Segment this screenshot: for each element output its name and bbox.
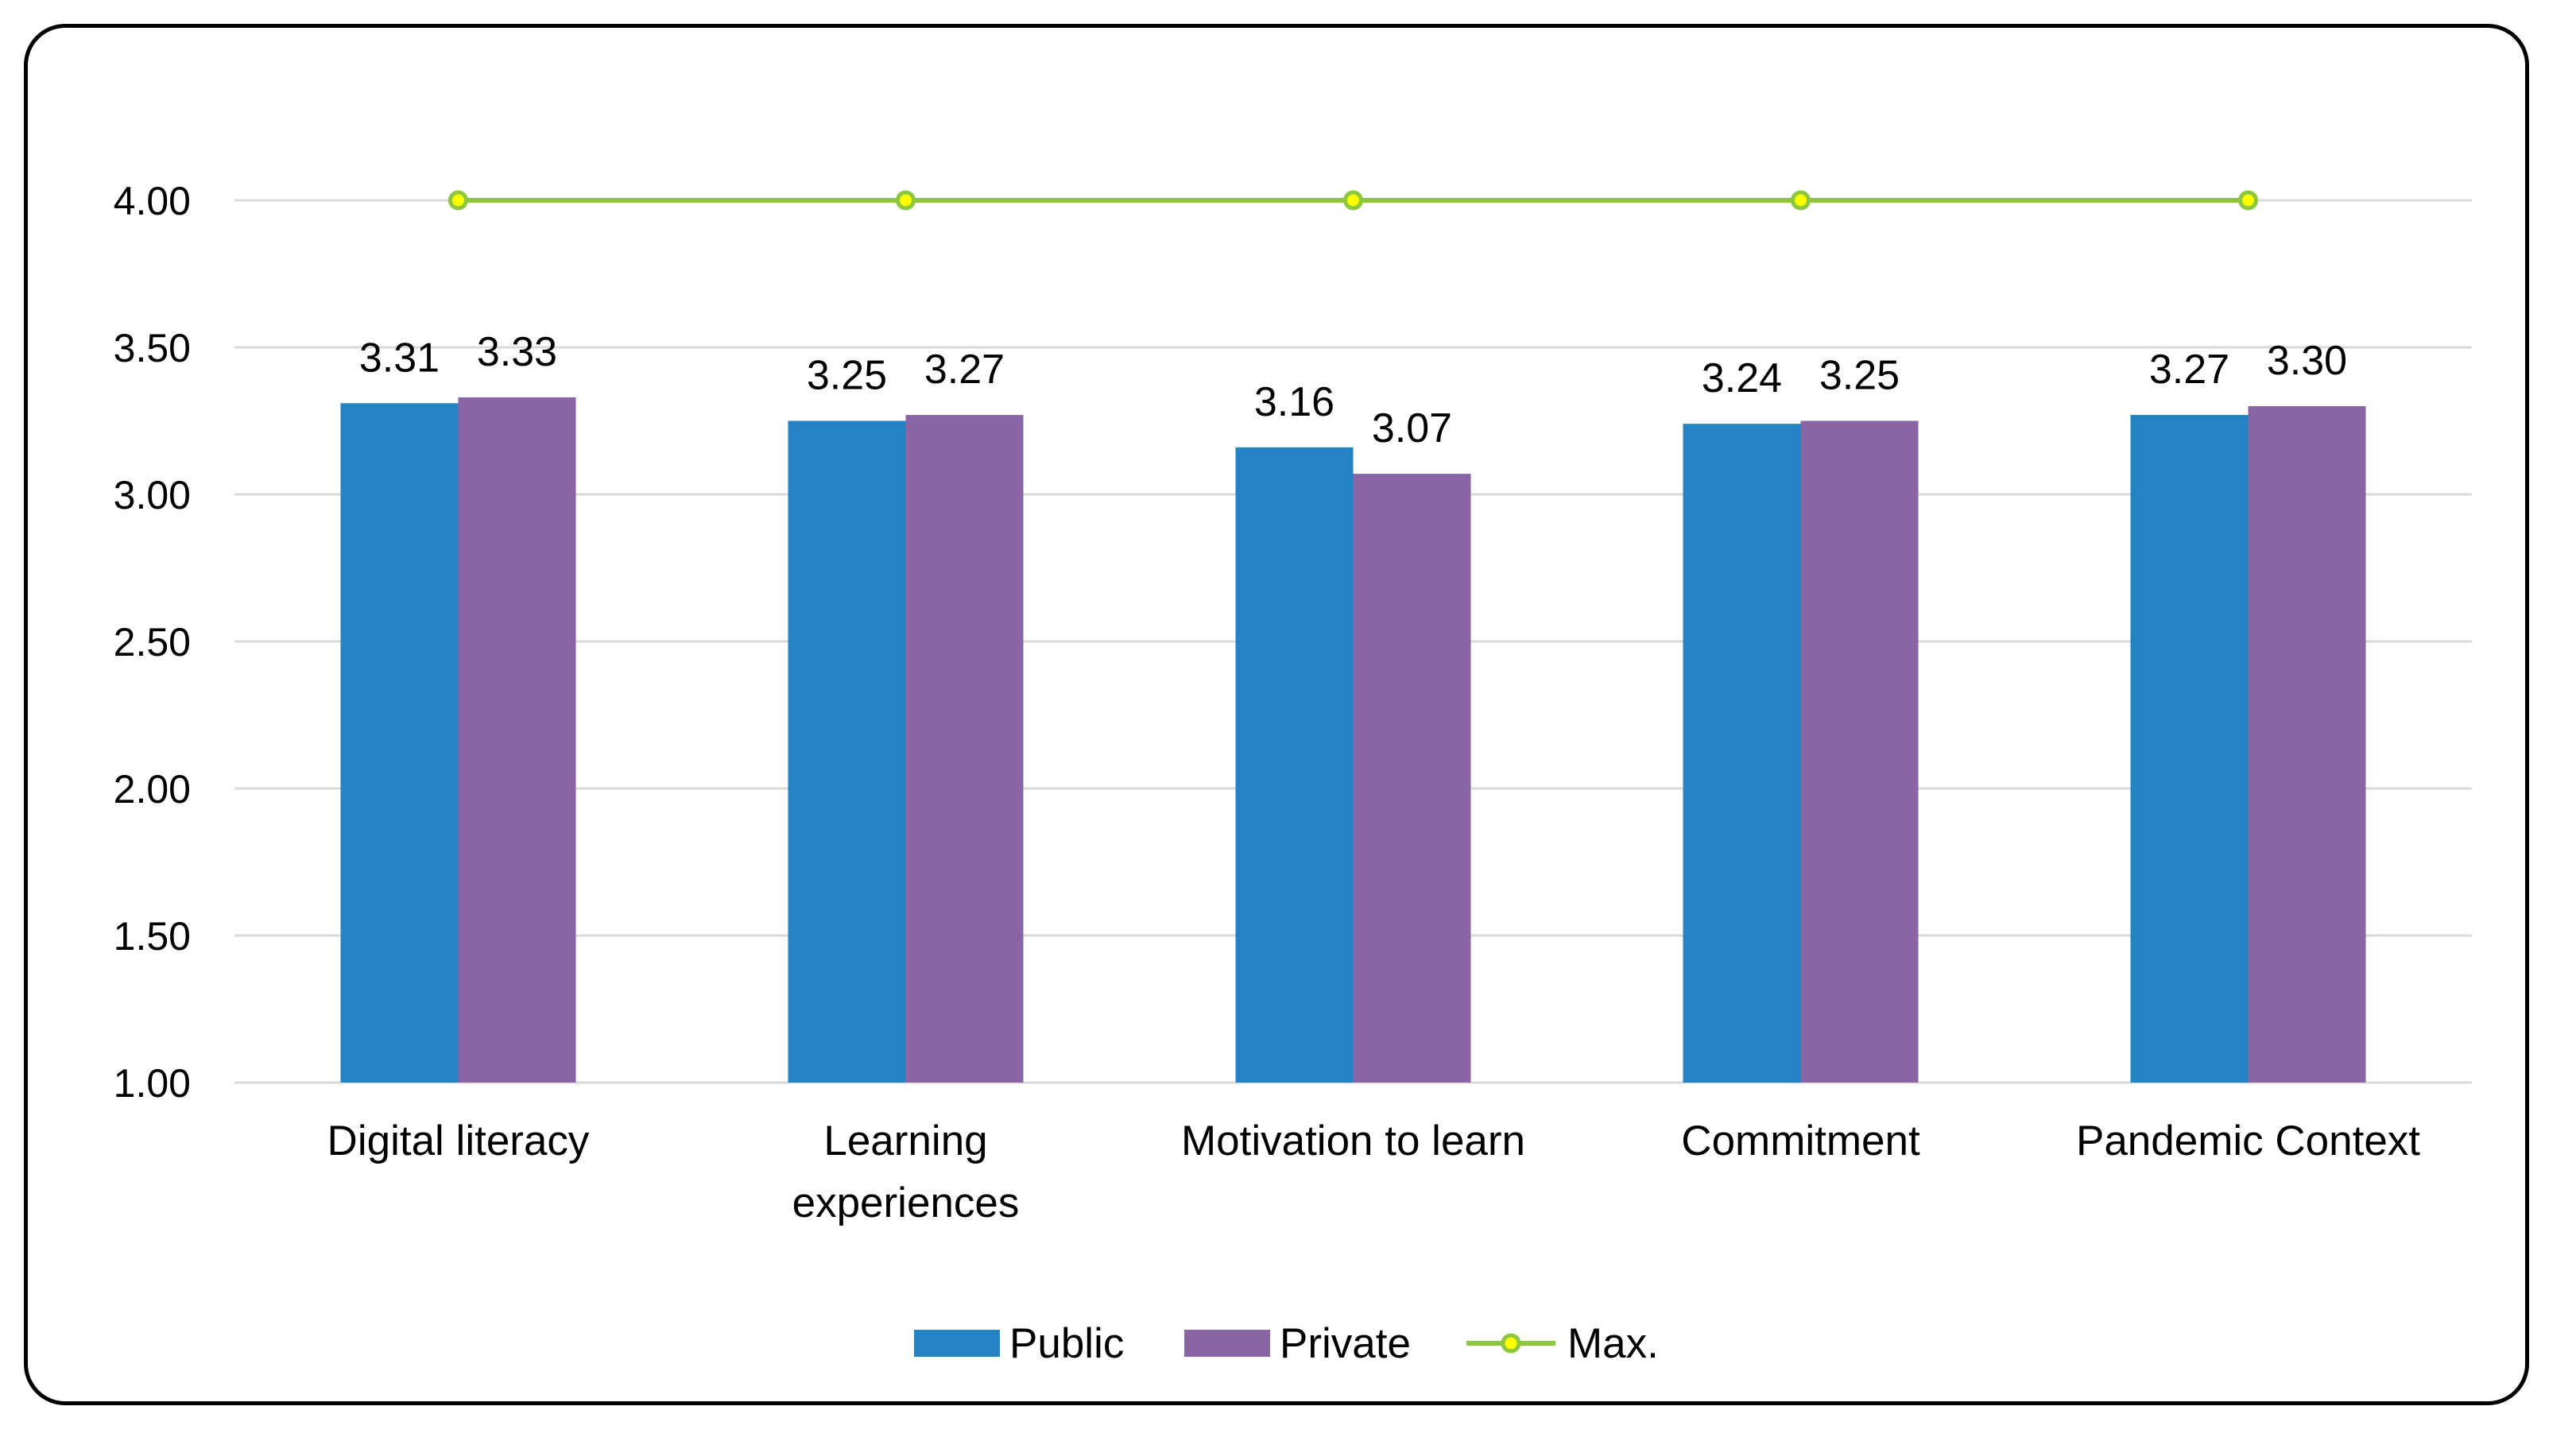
bar-private-2 [905, 415, 1024, 1083]
category-label-3: Motivation to learn [1181, 1118, 1525, 1164]
category-label-2: Learning experiences [792, 1118, 1020, 1226]
data-label-public-2: 3.25 [807, 353, 887, 399]
data-label-private-1: 3.33 [477, 329, 557, 375]
legend-marker-max [1501, 1333, 1521, 1354]
bars [340, 397, 2366, 1083]
y-tick-label: 2.00 [114, 767, 191, 812]
legend: Public Private Max. [914, 1320, 1659, 1367]
y-tick-label: 1.50 [114, 914, 191, 959]
max-marker-2 [896, 190, 916, 211]
bar-private-4 [1800, 420, 1919, 1083]
bar-private-1 [458, 397, 576, 1083]
max-marker-5 [2238, 190, 2258, 211]
legend-label-private: Private [1280, 1320, 1411, 1367]
max-line-series [448, 190, 2258, 211]
bar-public-4 [1683, 424, 1801, 1083]
data-label-private-5: 3.30 [2267, 338, 2347, 384]
category-label-4: Commitment [1681, 1118, 1920, 1164]
data-label-public-3: 3.16 [1254, 379, 1334, 425]
bar-private-5 [2248, 406, 2366, 1083]
y-axis-ticks: 1.00 1.50 2.00 2.50 3.00 3.50 4.00 [114, 179, 191, 1106]
max-marker-1 [448, 190, 468, 211]
category-label-1: Digital literacy [327, 1118, 590, 1164]
data-label-public-5: 3.27 [2149, 347, 2229, 393]
data-label-public-4: 3.24 [1702, 355, 1782, 401]
category-label-5: Pandemic Context [2076, 1118, 2420, 1164]
bar-public-2 [788, 420, 906, 1083]
data-label-private-2: 3.27 [924, 347, 1005, 393]
y-tick-label: 2.50 [114, 620, 191, 664]
bar-public-3 [1235, 447, 1354, 1083]
bar-public-1 [340, 403, 459, 1083]
legend-label-max: Max. [1567, 1320, 1659, 1367]
max-marker-3 [1343, 190, 1363, 211]
y-tick-label: 3.50 [114, 326, 191, 370]
data-label-public-1: 3.31 [359, 335, 440, 381]
y-tick-label: 4.00 [114, 179, 191, 223]
max-marker-4 [1791, 190, 1811, 211]
data-labels: 3.31 3.33 3.25 3.27 3.16 3.07 3.24 3.25 3.27 3.30 [359, 329, 2347, 451]
bar-public-5 [2130, 415, 2249, 1083]
y-tick-label: 3.00 [114, 473, 191, 517]
legend-label-public: Public [1009, 1320, 1124, 1367]
data-label-private-4: 3.25 [1819, 353, 1900, 399]
legend-swatch-public [914, 1330, 1000, 1357]
y-tick-label: 1.00 [114, 1061, 191, 1106]
bar-private-3 [1353, 474, 1471, 1083]
x-axis-categories: Digital literacy Learning experiences Motiv… [327, 1118, 2421, 1226]
data-label-private-3: 3.07 [1372, 405, 1452, 451]
legend-swatch-private [1184, 1330, 1270, 1357]
